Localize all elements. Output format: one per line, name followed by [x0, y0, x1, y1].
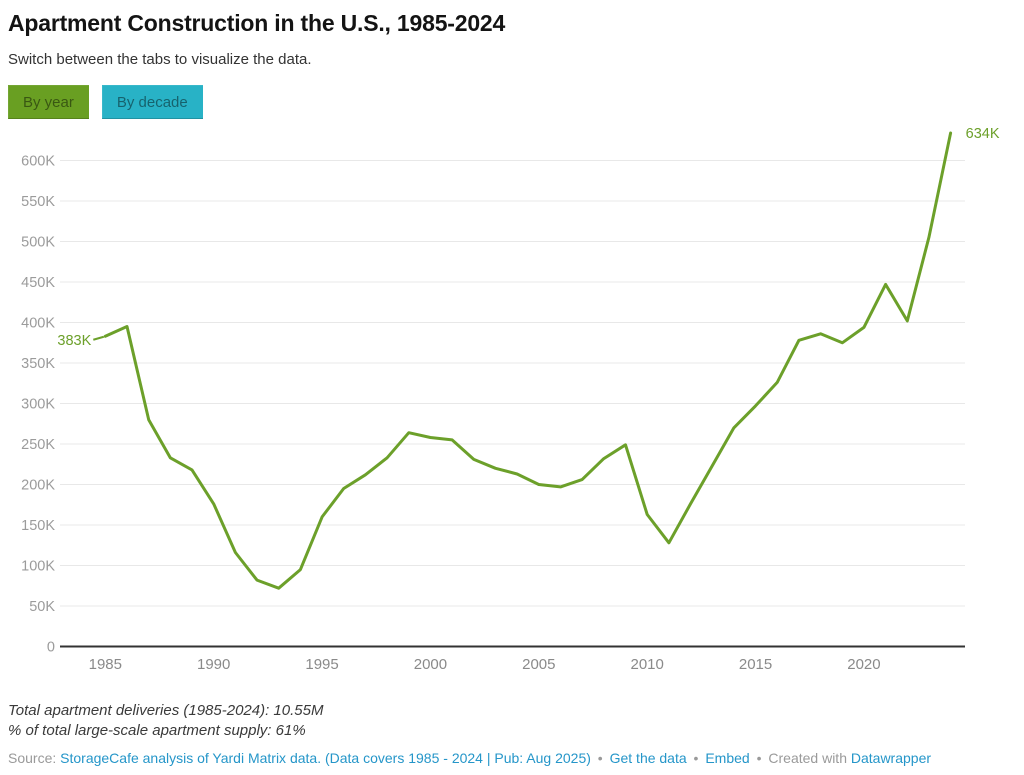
- last-value-label: 634K: [966, 126, 1000, 142]
- y-tick-label: 150K: [21, 518, 55, 534]
- label-leader-line: [93, 335, 105, 341]
- datawrapper-link[interactable]: Datawrapper: [850, 750, 932, 766]
- x-tick-label: 2005: [522, 656, 555, 673]
- created-with-label: Created with: [768, 750, 847, 766]
- bullet-separator: •: [693, 750, 699, 766]
- x-tick-label: 2015: [739, 656, 772, 673]
- y-tick-label: 200K: [21, 478, 55, 494]
- y-tick-label: 400K: [21, 316, 55, 332]
- y-tick-label: 500K: [21, 235, 55, 251]
- first-value-label: 383K: [57, 333, 91, 349]
- x-tick-label: 1985: [89, 656, 122, 673]
- y-tick-label: 50K: [29, 599, 55, 615]
- source-line: Source: StorageCafe analysis of Yardi Ma…: [8, 750, 1016, 767]
- get-data-link[interactable]: Get the data: [609, 750, 687, 766]
- y-tick-label: 600K: [21, 154, 55, 170]
- y-tick-label: 300K: [21, 397, 55, 413]
- footnote-share: % of total large-scale apartment supply:…: [8, 722, 306, 739]
- tab-by-decade[interactable]: By decade: [101, 85, 203, 119]
- y-tick-label: 450K: [21, 275, 55, 291]
- tab-by-year[interactable]: By year: [8, 85, 89, 119]
- y-tick-label: 250K: [21, 437, 55, 453]
- page-subtitle: Switch between the tabs to visualize the…: [8, 51, 312, 68]
- bullet-separator: •: [756, 750, 762, 766]
- y-tick-label: 350K: [21, 356, 55, 372]
- source-link[interactable]: StorageCafe analysis of Yardi Matrix dat…: [60, 750, 591, 766]
- x-tick-label: 2020: [847, 656, 880, 673]
- x-tick-label: 1990: [197, 656, 230, 673]
- embed-link[interactable]: Embed: [705, 750, 750, 766]
- x-tick-label: 1995: [305, 656, 338, 673]
- y-tick-label: 100K: [21, 559, 55, 575]
- footnotes: Total apartment deliveries (1985-2024): …: [8, 701, 1016, 741]
- tab-bar: By year By decade: [8, 85, 1016, 119]
- line-chart: 0 50K 100K 150K 200K 250K 300K 350K 400K 450K 500K…: [21, 126, 1000, 673]
- footnote-total: Total apartment deliveries (1985-2024): …: [8, 702, 324, 719]
- page-title: Apartment Construction in the U.S., 1985…: [8, 10, 506, 36]
- y-tick-label: 550K: [21, 194, 55, 210]
- y-tick-label: 0: [47, 640, 55, 656]
- bullet-separator: •: [597, 750, 603, 766]
- chart-line[interactable]: [103, 131, 953, 590]
- x-tick-label: 2000: [414, 656, 447, 673]
- x-tick-label: 2010: [630, 656, 663, 673]
- source-label: Source:: [8, 750, 57, 766]
